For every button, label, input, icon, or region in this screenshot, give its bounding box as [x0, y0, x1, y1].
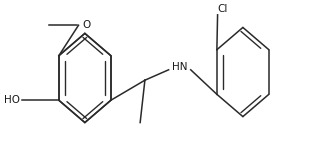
Text: Cl: Cl [217, 4, 228, 14]
Text: HN: HN [172, 62, 187, 72]
Text: HO: HO [4, 95, 20, 105]
Text: O: O [82, 20, 91, 30]
